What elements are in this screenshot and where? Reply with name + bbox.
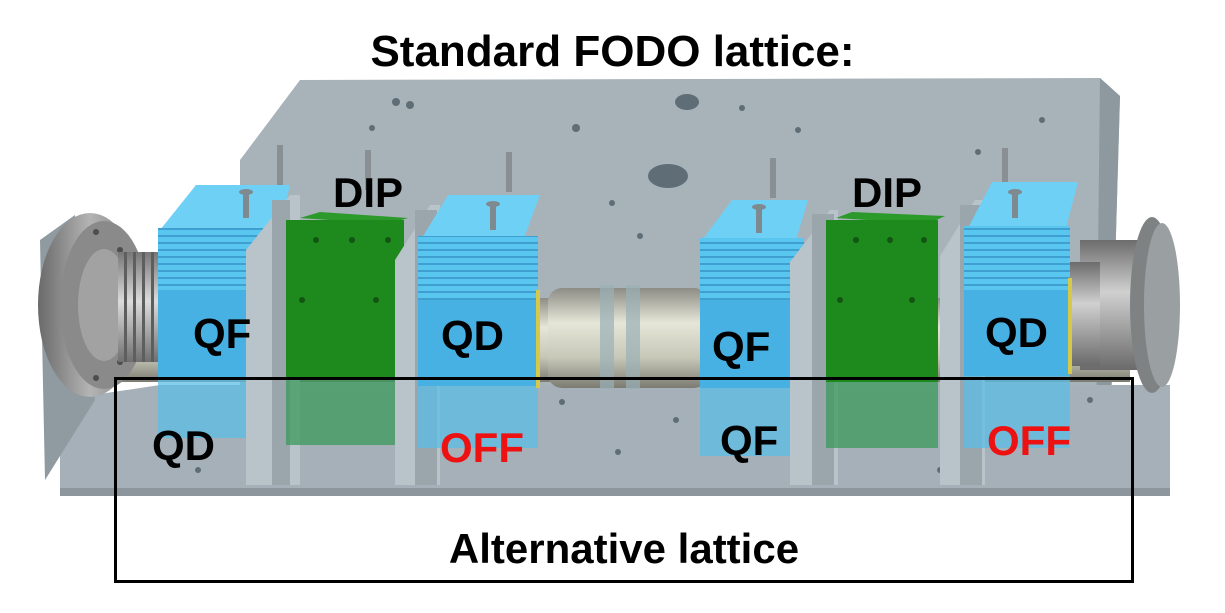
quadrupole-magnet-4 [964, 182, 1078, 448]
dipole-magnet-1 [286, 212, 408, 445]
magnet-label-qd-2: QD [985, 309, 1048, 356]
dipole-magnet-2 [826, 212, 945, 448]
alt-label-off-1: OFF [440, 424, 524, 471]
magnet-label-qd-1: QD [441, 312, 504, 359]
plate-holes [195, 94, 1093, 473]
magnet-label-qf-1: QF [193, 310, 252, 357]
alt-label-qd: QD [152, 422, 215, 469]
alt-label-off-2: OFF [987, 417, 1071, 464]
magnet-label-dip-2: DIP [852, 169, 923, 216]
alternative-lattice-title: Alternative lattice [448, 525, 800, 572]
magnet-label-dip-1: DIP [333, 169, 404, 216]
base-plate-front-edge [60, 488, 1170, 496]
quadrupole-magnet-2 [418, 195, 540, 448]
support-posts [277, 145, 1008, 198]
alternative-lattice-box [114, 377, 1134, 583]
adjuster-screws [239, 189, 1022, 233]
magnet-label-qf-2: QF [712, 323, 771, 370]
quadrupole-magnet-3 [700, 200, 808, 456]
diagram-title: Standard FODO lattice: [370, 27, 855, 76]
alt-label-qf: QF [720, 417, 779, 464]
